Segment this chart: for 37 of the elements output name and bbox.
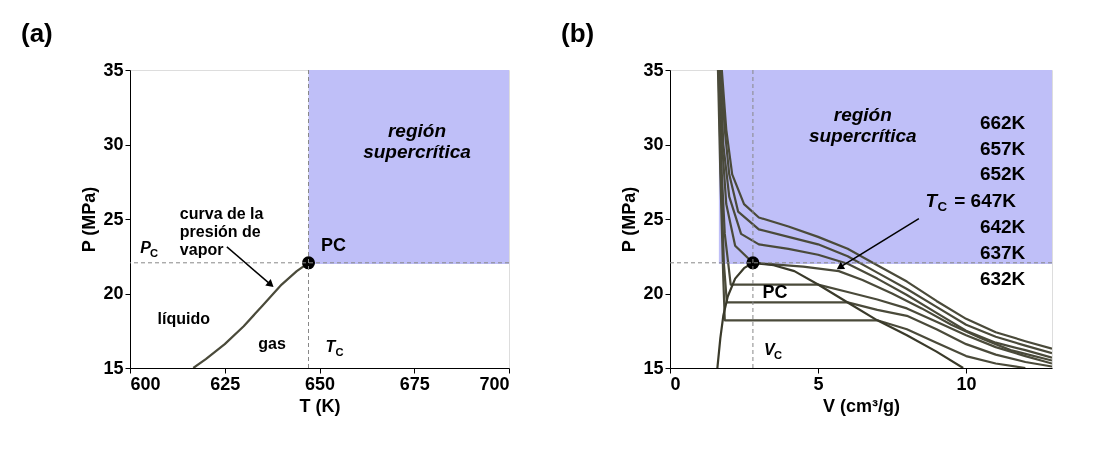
annotation: gas — [258, 335, 286, 352]
y-tick-label: 20 — [643, 283, 664, 303]
x-tick-label: 700 — [479, 373, 510, 394]
annotation: 632K — [979, 268, 1026, 290]
chart-title: (b) — [560, 18, 595, 48]
x-tick-label: 5 — [813, 373, 824, 394]
y-tick-label: 35 — [643, 59, 664, 80]
annotation: 657K — [979, 138, 1026, 160]
y-axis-title: P (MPa) — [619, 186, 640, 253]
y-tick-label: 30 — [103, 134, 124, 154]
x-tick-label: 10 — [956, 373, 977, 394]
y-tick-label: 25 — [103, 208, 124, 229]
chart-title: (a) — [20, 18, 53, 48]
annotation: 652K — [979, 163, 1026, 185]
y-tick-label: 25 — [643, 208, 664, 229]
x-tick-label: 625 — [210, 373, 241, 394]
x-tick-label: 675 — [399, 373, 430, 394]
y-tick-label: 15 — [103, 357, 124, 378]
annotation: 637K — [979, 241, 1026, 263]
annotation: líquido — [157, 309, 211, 327]
annotation: región supercrítica — [363, 120, 472, 162]
annotation: 642K — [979, 215, 1026, 237]
x-tick-label: 650 — [304, 373, 336, 394]
y-tick-label: 30 — [643, 134, 664, 154]
y-tick-label: 15 — [643, 357, 664, 378]
x-tick-label: 0 — [670, 373, 681, 394]
x-axis-title: V (cm³/g) — [822, 395, 901, 416]
y-tick-label: 35 — [103, 59, 124, 80]
annotation: PC — [762, 281, 788, 302]
annotation: región supercrítica — [808, 103, 918, 146]
annotation: 662K — [979, 112, 1026, 134]
annotation: PC — [321, 234, 347, 255]
annotation: curva de la presión de vapor — [179, 204, 264, 258]
x-tick-label: 600 — [130, 373, 161, 394]
y-axis-title: P (MPa) — [79, 186, 100, 253]
y-tick-label: 20 — [103, 283, 124, 303]
x-axis-title: T (K) — [299, 395, 341, 416]
